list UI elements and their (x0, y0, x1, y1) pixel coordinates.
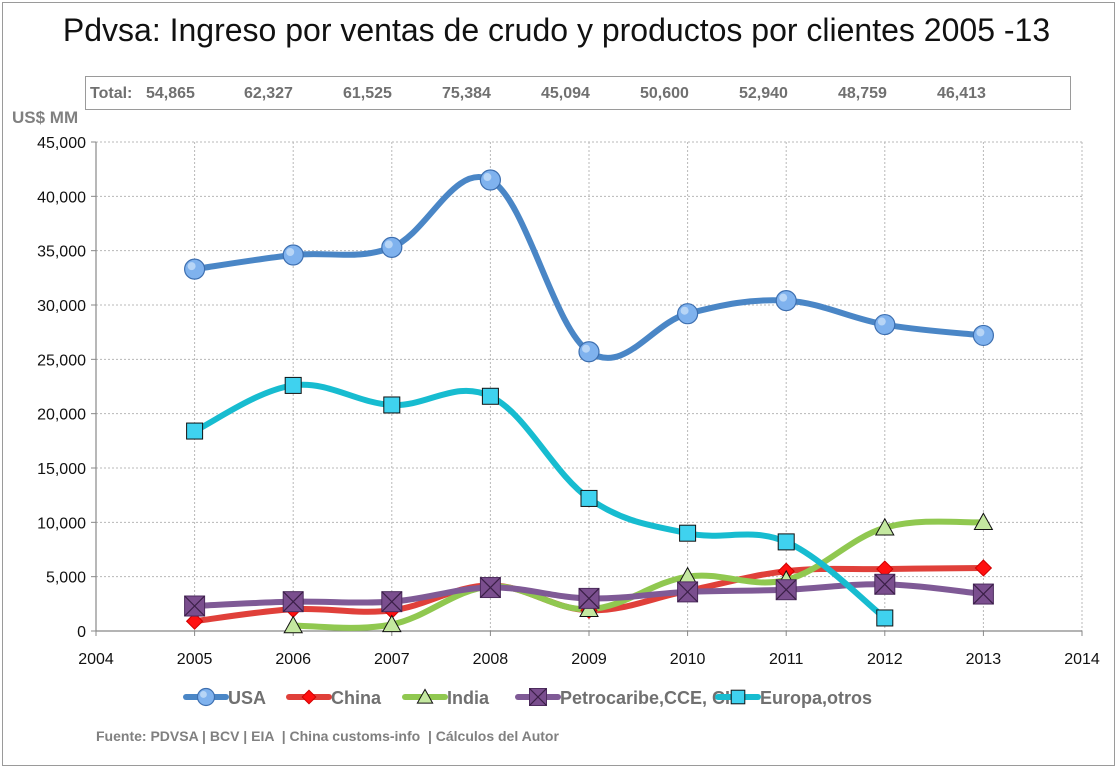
chart-title: Pdvsa: Ingreso por ventas de crudo y pro… (62, 12, 1051, 48)
x-tick-label: 2008 (473, 651, 509, 668)
total-value: 52,940 (739, 85, 788, 102)
total-value: 62,327 (244, 85, 293, 102)
total-value: 50,600 (640, 85, 689, 102)
data-point-europa-otros (876, 609, 894, 627)
source-note: Fuente: PDVSA | BCV | EIA | China custom… (96, 728, 559, 744)
data-point-usa (578, 341, 600, 363)
y-axis-label: US$ MM (12, 108, 79, 127)
x-tick-label: 2007 (374, 651, 410, 668)
data-point-petrocaribe-cce-cic (381, 591, 403, 613)
total-value: 46,413 (937, 85, 986, 102)
x-tick-label: 2009 (571, 651, 607, 668)
legend-marker (416, 688, 434, 704)
y-tick-label: 40,000 (37, 189, 86, 206)
y-tick-label: 45,000 (37, 135, 86, 152)
legend-item: Petrocaribe,CCE, CIC (515, 688, 743, 708)
legend-label: Europa,otros (760, 688, 872, 708)
data-point-europa-otros (777, 533, 795, 551)
legend-marker (196, 687, 216, 707)
total-value: 75,384 (442, 85, 491, 102)
data-point-petrocaribe-cce-cic (677, 581, 699, 603)
x-tick-label: 2014 (1064, 651, 1100, 668)
data-point-usa (381, 236, 403, 259)
legend-marker (301, 689, 317, 705)
legend-label: India (447, 688, 490, 708)
x-tick-label: 2010 (670, 651, 706, 668)
data-point-petrocaribe-cce-cic (282, 591, 304, 613)
legend-marker (730, 689, 746, 705)
data-point-usa (874, 313, 896, 336)
data-point-usa (972, 324, 995, 347)
legend-item: India (402, 688, 490, 708)
y-tick-label: 35,000 (37, 244, 86, 261)
series-line-india (290, 518, 987, 631)
data-point-europa-otros (679, 524, 697, 542)
data-point-petrocaribe-cce-cic (578, 587, 600, 609)
total-value: 45,094 (541, 85, 590, 102)
legend-marker (529, 688, 547, 706)
y-tick-label: 15,000 (37, 461, 86, 478)
data-point-europa-otros (284, 376, 302, 394)
x-tick-label: 2013 (966, 651, 1002, 668)
x-tick-label: 2011 (769, 651, 804, 668)
data-point-europa-otros (383, 396, 401, 414)
x-tick-label: 2005 (177, 651, 213, 668)
x-tick-label: 2004 (78, 651, 114, 668)
y-tick-label: 25,000 (37, 352, 86, 369)
data-point-india (874, 517, 895, 536)
data-point-europa-otros (481, 387, 499, 405)
data-point-petrocaribe-cce-cic (972, 583, 994, 605)
y-tick-label: 30,000 (37, 298, 86, 315)
data-point-usa (282, 244, 304, 266)
x-tick-label: 2006 (275, 651, 311, 668)
y-tick-label: 20,000 (37, 407, 86, 424)
data-point-china (185, 612, 204, 630)
total-value: 54,865 (146, 85, 195, 102)
data-point-india (283, 615, 304, 634)
legend-label: China (331, 688, 382, 708)
data-point-europa-otros (186, 422, 204, 440)
legend-item: USA (183, 687, 266, 708)
x-tick-label: 2012 (867, 651, 903, 668)
totals-box: Total: 54,865 62,327 61,525 75,384 45,09… (85, 76, 1071, 110)
data-point-usa (775, 290, 797, 312)
data-point-usa (184, 258, 206, 280)
legend-item: China (286, 688, 382, 708)
y-tick-label: 5,000 (46, 570, 86, 587)
gridlines (95, 141, 1083, 632)
data-point-usa (479, 169, 501, 191)
total-value: 48,759 (838, 85, 887, 102)
data-point-petrocaribe-cce-cic (775, 579, 797, 601)
data-point-china (974, 559, 993, 577)
legend-label: Petrocaribe,CCE, CIC (560, 688, 743, 708)
series-line-usa (191, 174, 987, 361)
data-point-india (381, 614, 402, 633)
y-tick-label: 10,000 (37, 515, 86, 532)
data-point-usa (676, 303, 699, 325)
data-point-petrocaribe-cce-cic (874, 573, 896, 595)
data-point-petrocaribe-cce-cic (184, 595, 206, 617)
data-point-europa-otros (580, 489, 598, 507)
legend-item: Europa,otros (715, 688, 872, 708)
legend-label: USA (228, 688, 266, 708)
total-value: 61,525 (343, 85, 392, 102)
data-point-petrocaribe-cce-cic (479, 577, 501, 599)
data-point-india (973, 512, 994, 531)
y-tick-label: 0 (77, 624, 86, 641)
totals-label: Total: (90, 85, 133, 102)
